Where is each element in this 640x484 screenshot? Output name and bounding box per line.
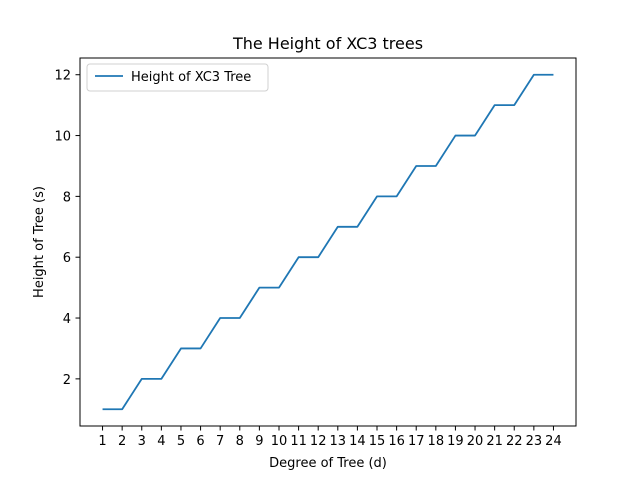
- y-tick-label: 2: [63, 373, 71, 388]
- x-tick-label: 15: [369, 434, 386, 449]
- x-tick-label: 9: [255, 434, 263, 449]
- series-line-0: [102, 73, 554, 411]
- legend-box: [86, 63, 269, 92]
- x-tick-label: 12: [310, 434, 327, 449]
- series-layer: [102, 73, 554, 411]
- legend: Height of XC3 Tree: [86, 63, 269, 92]
- legend-label: Height of XC3 Tree: [131, 70, 251, 85]
- y-tick-label: 8: [63, 190, 71, 205]
- y-tick-label: 12: [54, 69, 71, 84]
- x-axis-label: Degree of Tree (d): [269, 456, 387, 471]
- x-tick-label: 19: [447, 434, 464, 449]
- x-tick-label: 11: [290, 434, 307, 449]
- x-tick-label: 7: [216, 434, 224, 449]
- x-tick-label: 5: [177, 434, 185, 449]
- x-tick-label: 2: [118, 434, 126, 449]
- x-axis-ticks: 1 2 3 4 5 6 7 8 9 10 11 12 13 14 15 16 17 18 19 20 21 22 23 24: [98, 426, 562, 449]
- x-tick-label: 20: [467, 434, 484, 449]
- x-tick-label: 1: [98, 434, 106, 449]
- x-tick-label: 16: [388, 434, 405, 449]
- y-axis-label: Height of Tree (s): [32, 186, 47, 298]
- x-tick-label: 13: [330, 434, 347, 449]
- x-tick-label: 10: [271, 434, 288, 449]
- chart-title: The Height of XC3 trees: [232, 34, 423, 53]
- x-tick-label: 14: [349, 434, 366, 449]
- x-tick-label: 21: [486, 434, 503, 449]
- x-tick-label: 17: [408, 434, 425, 449]
- x-tick-label: 24: [545, 434, 562, 449]
- x-tick-label: 18: [428, 434, 445, 449]
- x-tick-label: 3: [138, 434, 146, 449]
- x-tick-label: 4: [157, 434, 165, 449]
- y-tick-label: 4: [63, 312, 71, 327]
- y-tick-label: 6: [63, 251, 71, 266]
- x-tick-label: 8: [236, 434, 244, 449]
- y-tick-label: 10: [54, 130, 71, 145]
- x-tick-label: 22: [506, 434, 523, 449]
- y-axis-ticks: 2 4 6 8 10 12: [54, 69, 80, 388]
- x-tick-label: 23: [526, 434, 543, 449]
- x-tick-label: 6: [196, 434, 204, 449]
